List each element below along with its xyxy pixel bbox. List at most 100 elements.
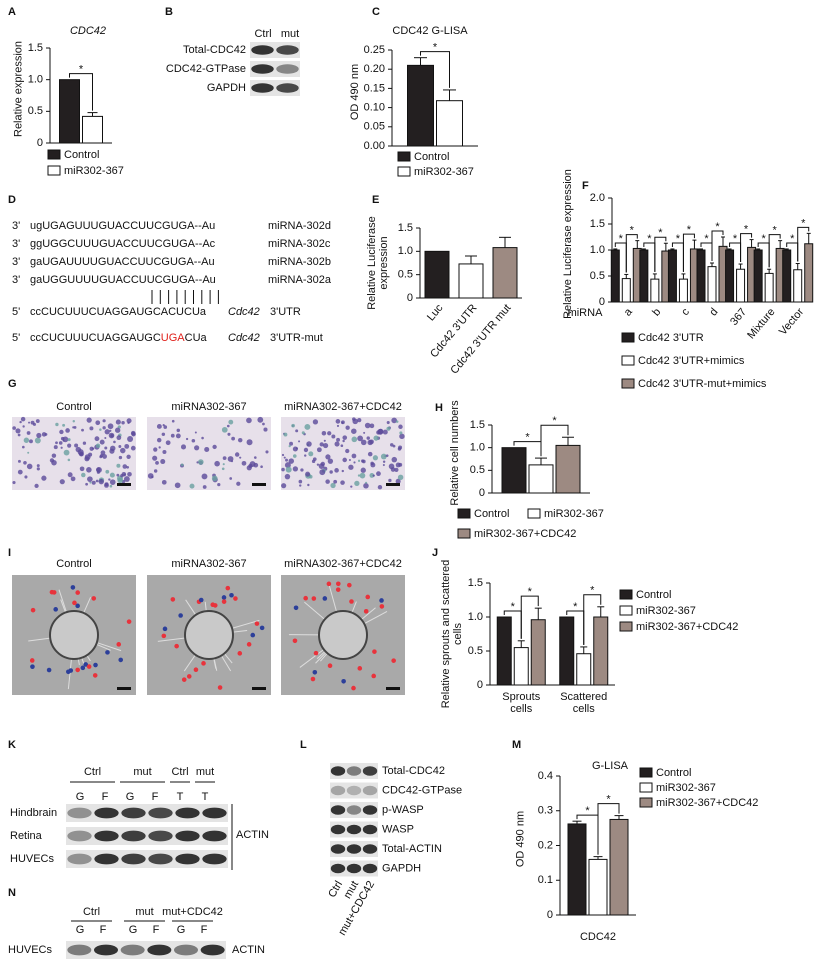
cell (23, 437, 30, 443)
legend-swatch (639, 797, 653, 808)
cell (227, 456, 234, 462)
blot-band (120, 944, 145, 956)
bar (528, 464, 554, 494)
cell (198, 459, 204, 465)
cell (186, 674, 192, 679)
blot-band (362, 863, 378, 874)
legend-swatch (619, 621, 633, 632)
bar (736, 268, 746, 303)
y-tick-label: 0.2 (538, 839, 553, 851)
row-label: Total-ACTIN (382, 843, 442, 855)
cell (22, 445, 25, 449)
significance-mark: * (704, 233, 709, 245)
cell (153, 469, 158, 473)
y-tick-label: 2.0 (590, 192, 605, 204)
cell (105, 469, 110, 474)
cell (334, 441, 340, 447)
blot-band (202, 853, 227, 865)
cell (385, 454, 389, 457)
cell (222, 456, 227, 461)
significance-mark: * (528, 586, 533, 598)
cell (17, 433, 21, 437)
cell (67, 438, 71, 442)
legend-swatch (619, 589, 633, 600)
cell (114, 427, 121, 433)
cell (51, 590, 57, 595)
cell (53, 607, 59, 612)
cell (311, 596, 317, 601)
bar (667, 249, 677, 303)
legend-swatch (621, 378, 635, 389)
bar (753, 249, 763, 303)
cell (180, 463, 184, 467)
cell (75, 590, 81, 595)
legend-label: miR302-367+CDC42 (474, 528, 576, 540)
y-axis-label: Relative Luciferase expression (562, 169, 574, 319)
cell (162, 450, 167, 455)
y-tick-label: 0 (479, 487, 485, 499)
significance-mark: * (433, 42, 438, 54)
cell (234, 452, 240, 457)
cell (75, 603, 80, 609)
cell (365, 594, 371, 600)
cell (312, 419, 319, 425)
bar (588, 858, 608, 916)
cell (95, 443, 101, 449)
significance-bracket (420, 51, 450, 88)
cell (319, 442, 324, 447)
cell (303, 595, 308, 601)
significance-mark: * (762, 233, 767, 245)
cell (27, 451, 30, 454)
blot-band (67, 830, 92, 842)
blot-band (175, 853, 200, 865)
cell (327, 663, 333, 669)
significance-mark: * (552, 415, 557, 427)
cell (342, 435, 348, 440)
cell (253, 456, 257, 459)
cell (73, 426, 77, 429)
cell (295, 447, 299, 450)
cell (379, 604, 385, 609)
bar (782, 249, 792, 303)
y-tick-label: 0 (407, 292, 413, 304)
cell (104, 482, 109, 488)
cell (394, 467, 399, 472)
scale-bar (117, 687, 131, 690)
cell (41, 475, 47, 481)
cell (123, 476, 130, 482)
cell (305, 471, 311, 477)
row-label: Hindbrain (10, 807, 57, 819)
significance-bracket (797, 226, 810, 262)
lane-label: F (102, 791, 109, 803)
gene-name: Cdc42 (228, 306, 260, 318)
blot-background (330, 782, 378, 799)
cell (29, 439, 33, 444)
blot-band (67, 944, 92, 956)
cell (225, 585, 231, 591)
cell (342, 439, 345, 443)
cell (363, 483, 369, 489)
cell (79, 466, 85, 472)
cell (349, 599, 354, 604)
bar (458, 263, 484, 299)
cell (19, 420, 22, 424)
cell (292, 638, 298, 644)
cell (330, 482, 336, 489)
row-label: CDC42-GTPase (382, 784, 462, 796)
cell (241, 460, 247, 466)
cell (348, 458, 351, 462)
lane-label: Ctrl (254, 28, 271, 40)
cell (28, 421, 31, 424)
cell (214, 460, 220, 467)
cell (36, 432, 42, 439)
cell (388, 463, 395, 470)
cell (357, 459, 361, 462)
cell (126, 418, 132, 424)
bar (764, 272, 774, 303)
cell (75, 667, 80, 673)
significance-mark: * (790, 233, 795, 245)
cell (65, 428, 70, 433)
cell (357, 418, 362, 423)
cell (171, 419, 175, 423)
legend-label: Control (474, 508, 509, 520)
